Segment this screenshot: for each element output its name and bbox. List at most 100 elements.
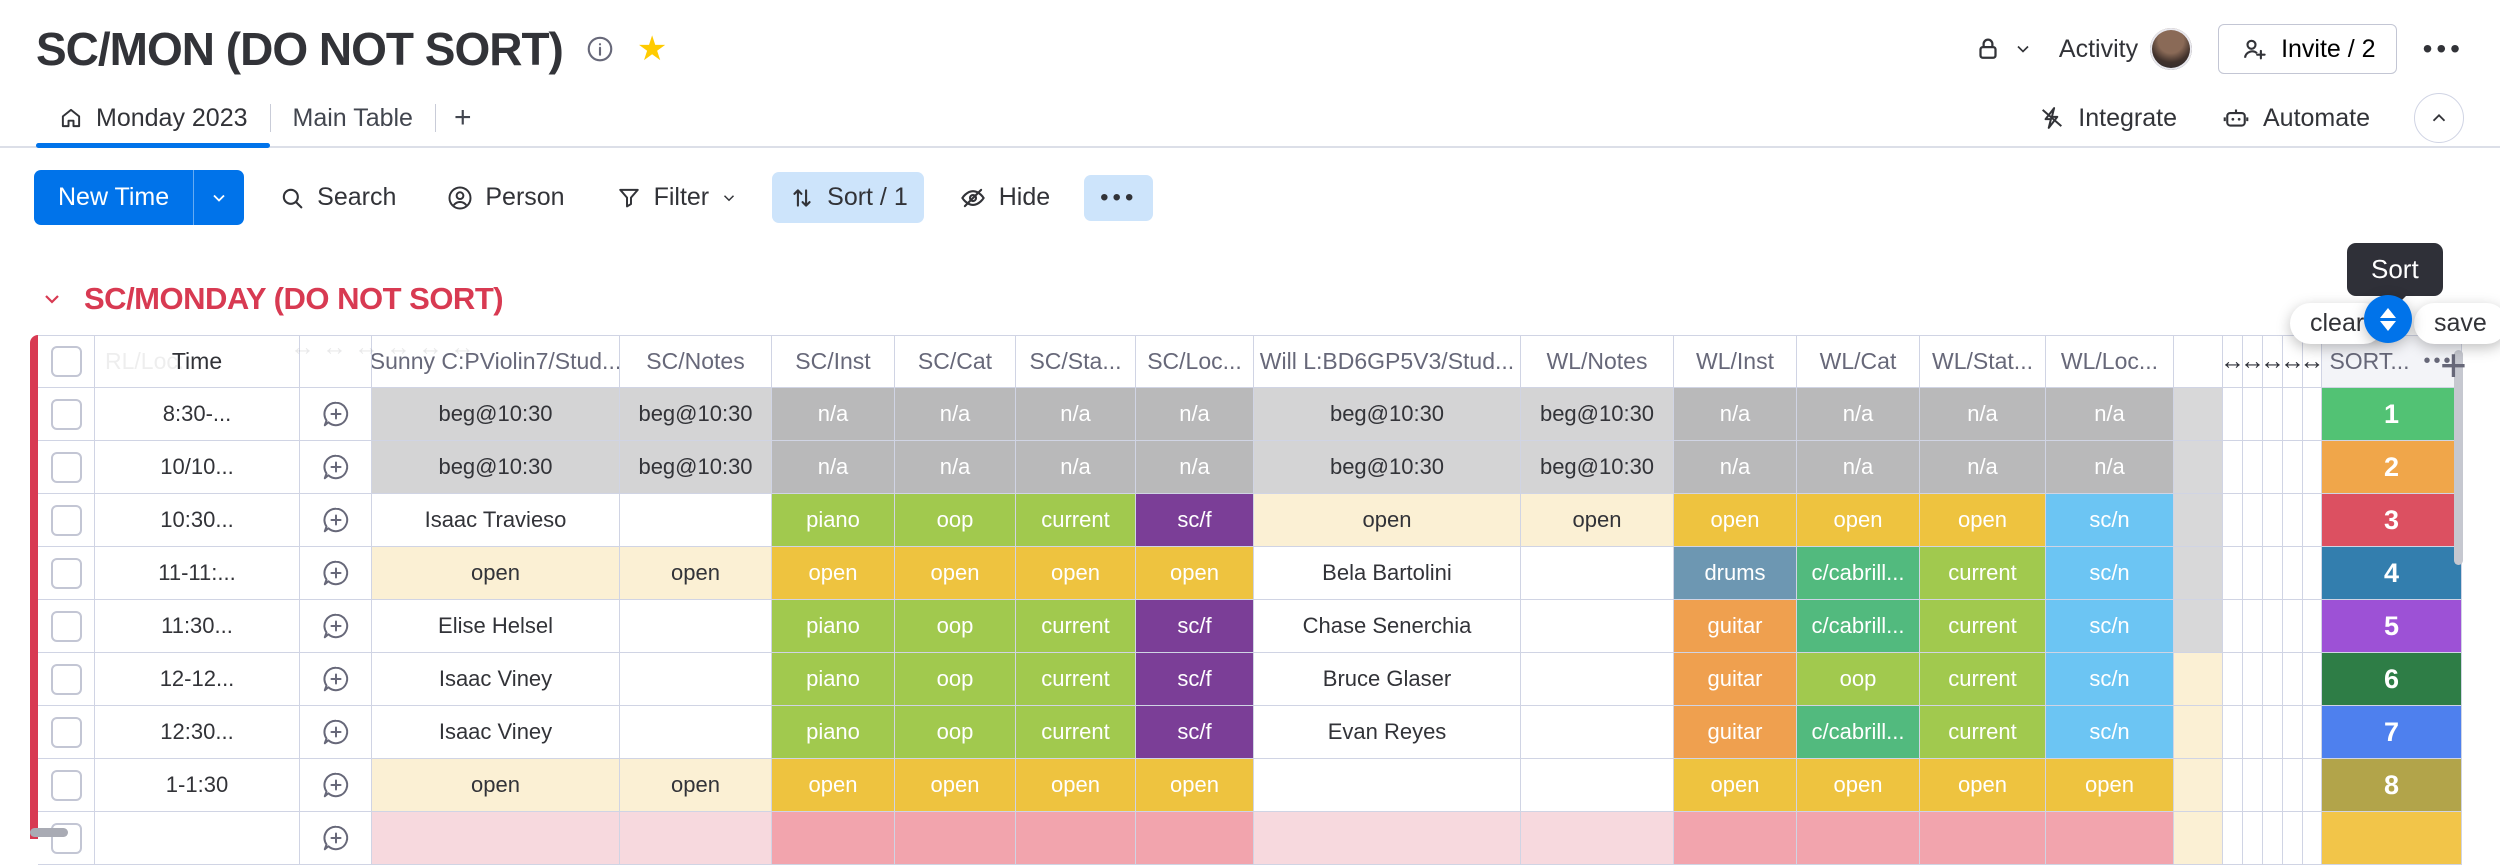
column-header-wl-location[interactable]: WL/Loc... <box>2046 335 2174 388</box>
will-cell[interactable] <box>1254 759 1521 812</box>
sunny-cell[interactable]: Isaac Travieso <box>372 494 620 547</box>
sort-save-button[interactable]: save <box>2414 303 2500 344</box>
new-item-button[interactable]: New Time <box>34 170 245 225</box>
sc-status-cell[interactable]: current <box>1016 494 1136 547</box>
will-cell[interactable]: Chase Senerchia <box>1254 600 1521 653</box>
column-header-will[interactable]: Will L:BD6GP5V3/Stud... <box>1254 335 1521 388</box>
new-item-dropdown[interactable] <box>193 170 244 225</box>
sc-cat-cell[interactable]: oop <box>895 706 1016 759</box>
sc-cat-cell[interactable]: open <box>895 759 1016 812</box>
add-update-button[interactable] <box>300 706 372 759</box>
row-checkbox[interactable] <box>38 494 95 547</box>
sc-location-cell[interactable]: sc/f <box>1136 494 1254 547</box>
column-header-wl-status[interactable]: WL/Stat... <box>1920 335 2046 388</box>
info-icon[interactable] <box>585 34 615 64</box>
wl-status-cell[interactable]: open <box>1920 759 2046 812</box>
sc-status-cell[interactable]: current <box>1016 706 1136 759</box>
sc-notes-cell[interactable]: open <box>620 547 772 600</box>
automate-button[interactable]: Automate <box>2221 103 2370 133</box>
invite-button[interactable]: Invite / 2 <box>2218 24 2397 74</box>
sc-inst-cell[interactable]: open <box>772 547 895 600</box>
add-update-button[interactable] <box>300 388 372 441</box>
wl-cat-cell[interactable]: c/cabrill... <box>1797 706 1920 759</box>
sc-cat-cell[interactable]: open <box>895 547 1016 600</box>
wl-status-cell[interactable]: current <box>1920 706 2046 759</box>
horizontal-scrollbar[interactable] <box>30 828 68 837</box>
column-header-sc-status[interactable]: SC/Sta... <box>1016 335 1136 388</box>
sc-notes-cell[interactable] <box>620 653 772 706</box>
sc-location-cell[interactable]: n/a <box>1136 441 1254 494</box>
column-resize-icon[interactable]: ↔ <box>2280 335 2305 388</box>
sort-cell[interactable]: 1 <box>2322 388 2462 441</box>
sort-direction-toggle[interactable] <box>2364 295 2412 343</box>
column-header-sc-location[interactable]: SC/Loc... <box>1136 335 1254 388</box>
wl-cat-cell[interactable]: open <box>1797 494 1920 547</box>
row-checkbox[interactable] <box>38 600 95 653</box>
integrate-button[interactable]: Integrate <box>2038 104 2177 133</box>
sc-notes-cell[interactable] <box>620 494 772 547</box>
sc-notes-cell[interactable] <box>620 600 772 653</box>
group-collapse-chevron-icon[interactable] <box>40 287 64 311</box>
add-column-button[interactable]: + <box>2440 339 2467 391</box>
filter-button[interactable]: Filter <box>599 172 755 223</box>
person-filter-button[interactable]: Person <box>430 172 580 223</box>
wl-inst-cell[interactable]: open <box>1674 494 1797 547</box>
column-resize-icon[interactable]: ↔ <box>2240 335 2265 388</box>
wl-cat-cell[interactable]: n/a <box>1797 441 1920 494</box>
add-update-button[interactable] <box>300 653 372 706</box>
sc-notes-cell[interactable]: open <box>620 759 772 812</box>
wl-notes-cell[interactable]: open <box>1521 494 1674 547</box>
wl-inst-cell[interactable]: guitar <box>1674 600 1797 653</box>
sc-cat-cell[interactable]: oop <box>895 494 1016 547</box>
sort-cell[interactable]: 2 <box>2322 441 2462 494</box>
sc-status-cell[interactable]: n/a <box>1016 388 1136 441</box>
column-header-wl-cat[interactable]: WL/Cat <box>1797 335 1920 388</box>
sunny-cell[interactable]: beg@10:30 <box>372 441 620 494</box>
will-cell[interactable]: Evan Reyes <box>1254 706 1521 759</box>
sunny-cell[interactable]: Elise Helsel <box>372 600 620 653</box>
add-update-button[interactable] <box>300 494 372 547</box>
will-cell[interactable]: beg@10:30 <box>1254 388 1521 441</box>
wl-cat-cell[interactable]: c/cabrill... <box>1797 547 1920 600</box>
sc-inst-cell[interactable]: piano <box>772 600 895 653</box>
sc-inst-cell[interactable]: piano <box>772 706 895 759</box>
sunny-cell[interactable]: Isaac Viney <box>372 706 620 759</box>
group-title[interactable]: SC/MONDAY (DO NOT SORT) <box>84 281 504 316</box>
hide-button[interactable]: Hide <box>942 172 1066 224</box>
wl-status-cell[interactable]: current <box>1920 653 2046 706</box>
sort-cell[interactable]: 7 <box>2322 706 2462 759</box>
sc-cat-cell[interactable]: n/a <box>895 441 1016 494</box>
row-checkbox[interactable] <box>38 759 95 812</box>
sc-location-cell[interactable]: n/a <box>1136 388 1254 441</box>
sc-status-cell[interactable]: open <box>1016 759 1136 812</box>
wl-status-cell[interactable]: n/a <box>1920 388 2046 441</box>
wl-status-cell[interactable]: n/a <box>1920 441 2046 494</box>
time-cell[interactable]: 11-11:... <box>95 547 300 600</box>
will-cell[interactable]: open <box>1254 494 1521 547</box>
wl-status-cell[interactable]: current <box>1920 547 2046 600</box>
row-checkbox[interactable] <box>38 653 95 706</box>
will-cell[interactable]: Bela Bartolini <box>1254 547 1521 600</box>
sort-button[interactable]: Sort / 1 <box>772 172 924 223</box>
wl-notes-cell[interactable] <box>1521 547 1674 600</box>
add-update-button[interactable] <box>300 759 372 812</box>
time-cell[interactable]: 12:30... <box>95 706 300 759</box>
wl-location-cell[interactable]: sc/n <box>2046 494 2174 547</box>
toolbar-more-button[interactable]: ••• <box>1084 174 1154 221</box>
column-header-sc-inst[interactable]: SC/Inst <box>772 335 895 388</box>
column-header-wl-notes[interactable]: WL/Notes <box>1521 335 1674 388</box>
time-cell[interactable]: 1-1:30 <box>95 759 300 812</box>
wl-location-cell[interactable]: n/a <box>2046 441 2174 494</box>
wl-notes-cell[interactable] <box>1521 759 1674 812</box>
sc-location-cell[interactable]: open <box>1136 759 1254 812</box>
collapse-header-button[interactable] <box>2414 93 2464 143</box>
wl-status-cell[interactable]: open <box>1920 494 2046 547</box>
sc-notes-cell[interactable]: beg@10:30 <box>620 388 772 441</box>
row-checkbox[interactable] <box>38 706 95 759</box>
column-resize-icon[interactable]: ↔ <box>2220 335 2245 388</box>
activity-button[interactable]: Activity <box>2059 28 2193 70</box>
column-header-wl-inst[interactable]: WL/Inst <box>1674 335 1797 388</box>
column-header-sc-cat[interactable]: SC/Cat <box>895 335 1016 388</box>
board-permissions-button[interactable] <box>1973 34 2033 64</box>
wl-cat-cell[interactable]: open <box>1797 759 1920 812</box>
